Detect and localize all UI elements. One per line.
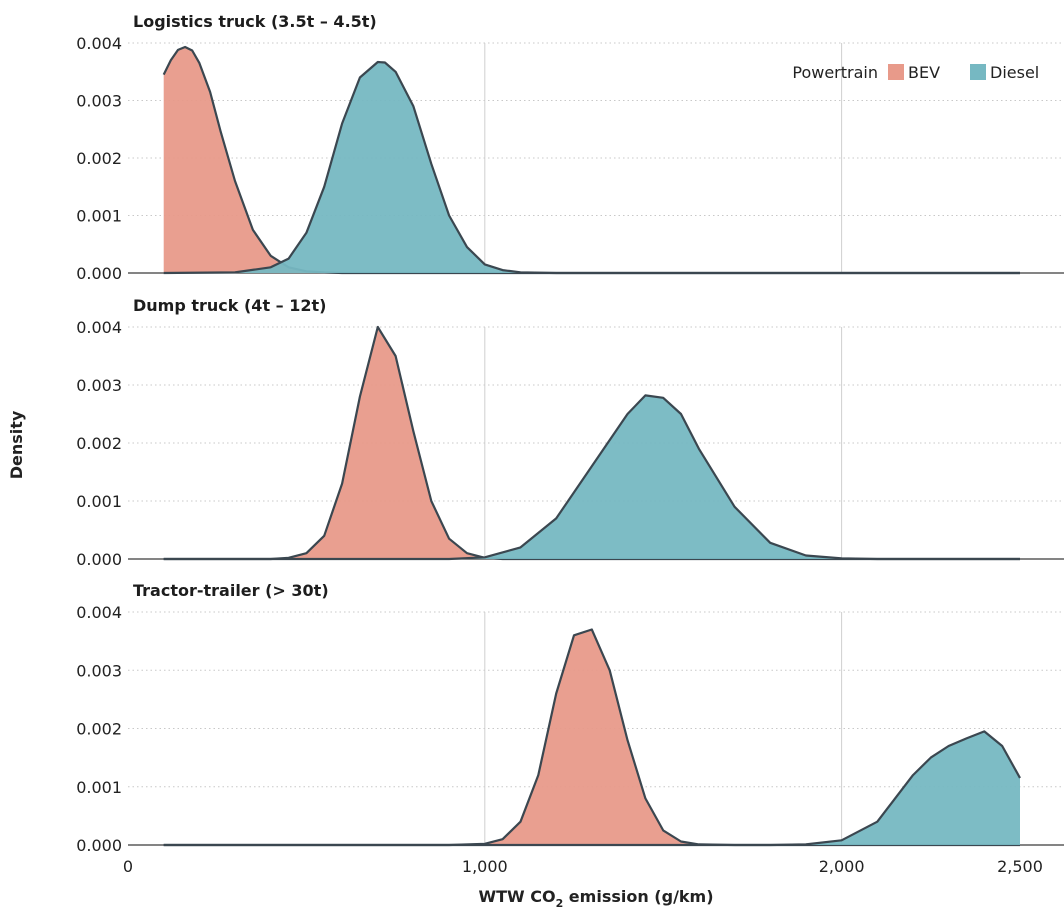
density-area-bev: [163, 629, 1020, 845]
legend-label-diesel: Diesel: [990, 63, 1039, 82]
legend-label-bev: BEV: [908, 63, 940, 82]
x-tick-label: 2,000: [819, 857, 865, 876]
y-axis-title: Density: [7, 410, 26, 479]
y-tick-label: 0.003: [76, 661, 122, 680]
density-area-bev: [163, 327, 1020, 559]
x-axis-title: WTW CO2 emission (g/km): [478, 887, 713, 910]
x-axis-title-tail: emission (g/km): [563, 887, 713, 906]
panel-title: Logistics truck (3.5t – 4.5t): [133, 12, 377, 31]
legend-swatch-bev: [888, 64, 904, 80]
y-tick-label: 0.004: [76, 603, 122, 622]
density-line-diesel: [163, 60, 1020, 275]
y-tick-label: 0.004: [76, 34, 122, 53]
panel-title: Tractor-trailer (> 30t): [133, 581, 329, 600]
density-area-diesel: [163, 395, 1020, 559]
density-line-diesel: [163, 394, 1020, 561]
y-tick-label: 0.001: [76, 778, 122, 797]
y-tick-label: 0.003: [76, 376, 122, 395]
x-axis-title-main: WTW CO: [478, 887, 555, 906]
y-tick-label: 0.002: [76, 720, 122, 739]
legend-title: Powertrain: [792, 63, 878, 82]
y-tick-label: 0.004: [76, 318, 122, 337]
x-tick-label: 0: [123, 857, 133, 876]
legend-swatch-diesel: [970, 64, 986, 80]
density-line-diesel: [163, 730, 1021, 847]
y-tick-label: 0.001: [76, 207, 122, 226]
y-tick-label: 0.003: [76, 92, 122, 111]
y-tick-label: 0.000: [76, 264, 122, 283]
density-area-bev: [163, 47, 1020, 273]
x-axis-title-subscript: 2: [556, 897, 564, 910]
panel-title: Dump truck (4t – 12t): [133, 296, 326, 315]
y-tick-label: 0.000: [76, 550, 122, 569]
density-area-diesel: [163, 62, 1020, 273]
density-area-diesel: [163, 731, 1020, 845]
y-tick-label: 0.002: [76, 149, 122, 168]
x-tick-label: 1,000: [462, 857, 508, 876]
x-tick-label: 2,500: [997, 857, 1043, 876]
y-tick-label: 0.000: [76, 836, 122, 855]
density-line-bev: [162, 45, 1020, 275]
y-tick-label: 0.001: [76, 492, 122, 511]
y-tick-label: 0.002: [76, 434, 122, 453]
